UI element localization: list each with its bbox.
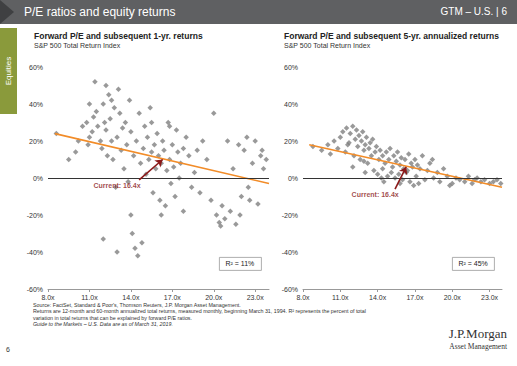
svg-text:-60%: -60%: [282, 286, 298, 293]
html-text:P/E ratios and equity returns: P/E ratios and equity returns: [24, 5, 176, 19]
svg-text:40%: 40%: [29, 101, 43, 108]
svg-text:-40%: -40%: [282, 249, 298, 256]
html-text:Asset Management: Asset Management: [449, 342, 507, 351]
html-text:Equities: Equities: [3, 56, 13, 86]
svg-text:S&P 500 Total Return Index: S&P 500 Total Return Index: [34, 42, 121, 49]
svg-text:Current: 16.4x: Current: 16.4x: [352, 191, 399, 198]
svg-text:14.0x: 14.0x: [369, 294, 387, 301]
svg-text:Current: 16.4x: Current: 16.4x: [94, 182, 141, 189]
svg-text:17.0x: 17.0x: [164, 294, 182, 301]
svg-text:-40%: -40%: [27, 249, 43, 256]
svg-text:8.0x: 8.0x: [41, 294, 55, 301]
svg-text:14.0x: 14.0x: [122, 294, 140, 301]
html-text:Returns are 12-month and 60-mo: Returns are 12-month and 60-month annual…: [33, 308, 366, 315]
html-text:variation in total returns tha: variation in total returns that can be e…: [33, 314, 192, 321]
svg-text:S&P 500 Total Return Index: S&P 500 Total Return Index: [284, 42, 371, 49]
html-text:6: 6: [6, 346, 10, 353]
svg-text:20%: 20%: [284, 138, 298, 145]
svg-text:8.0x: 8.0x: [296, 294, 310, 301]
svg-text:0%: 0%: [33, 175, 43, 182]
svg-text:11.0x: 11.0x: [332, 294, 349, 301]
svg-text:60%: 60%: [29, 64, 43, 71]
svg-text:R² = 11%: R² = 11%: [225, 260, 254, 267]
svg-text:-20%: -20%: [27, 212, 43, 219]
svg-text:23.0x: 23.0x: [247, 294, 265, 301]
svg-text:40%: 40%: [284, 101, 298, 108]
html-text:J.P.Morgan: J.P.Morgan: [448, 326, 507, 341]
svg-text:11.0x: 11.0x: [81, 294, 98, 301]
svg-text:20.0x: 20.0x: [205, 294, 223, 301]
svg-text:-20%: -20%: [282, 212, 298, 219]
html-text:Source: FactSet, Standard & Po: Source: FactSet, Standard & Poor's, Thom…: [33, 302, 241, 308]
svg-text:Forward P/E and subsequent 5-y: Forward P/E and subsequent 5-yr. annuali…: [284, 31, 499, 41]
svg-text:23.0x: 23.0x: [481, 294, 499, 301]
svg-text:20%: 20%: [29, 138, 43, 145]
svg-text:-60%: -60%: [27, 286, 43, 293]
svg-text:Forward P/E and subsequent 1-y: Forward P/E and subsequent 1-yr. returns: [34, 31, 203, 41]
svg-text:R² = 45%: R² = 45%: [458, 260, 487, 267]
svg-text:17.0x: 17.0x: [406, 294, 424, 301]
svg-text:0%: 0%: [288, 175, 298, 182]
svg-text:60%: 60%: [284, 64, 298, 71]
html-text:Guide to the Markets – U.S. Da: Guide to the Markets – U.S. Data are as …: [33, 320, 173, 327]
svg-text:20.0x: 20.0x: [444, 294, 462, 301]
html-text:GTM – U.S. | 6: GTM – U.S. | 6: [440, 6, 507, 17]
